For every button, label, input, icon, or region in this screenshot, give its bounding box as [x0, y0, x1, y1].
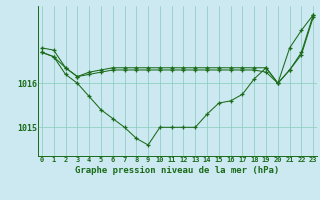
X-axis label: Graphe pression niveau de la mer (hPa): Graphe pression niveau de la mer (hPa)	[76, 166, 280, 175]
